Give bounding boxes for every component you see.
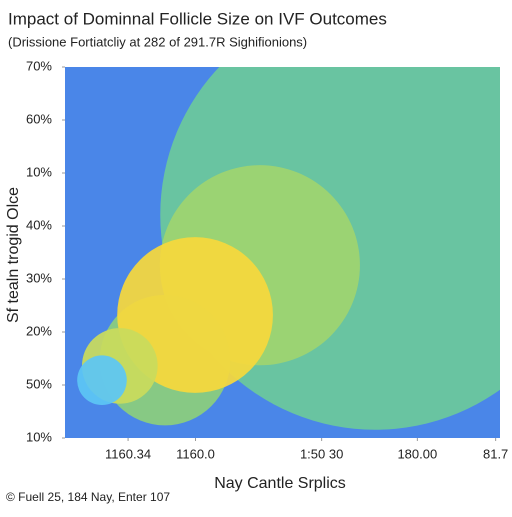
- bubble: [117, 237, 273, 393]
- x-axis-label: Nay Cantle Srplics: [214, 475, 346, 492]
- y-tick-label: 30%: [26, 270, 52, 285]
- bubbles: [77, 67, 500, 430]
- bubble: [77, 355, 127, 406]
- chart-subtitle: (Drissione Fortiatcliy at 282 of 291.7R …: [8, 34, 307, 49]
- x-tick-label: 1:50 30: [300, 446, 343, 461]
- y-tick-label: 10%: [26, 429, 52, 444]
- y-axis-label: Sf tealn trogid Olce: [5, 187, 22, 323]
- x-tick-label: 180.00: [397, 446, 437, 461]
- y-tick-label: 20%: [26, 323, 52, 338]
- y-tick-label: 10%: [26, 164, 52, 179]
- x-tick-label: 1160.0: [176, 446, 215, 461]
- y-tick-label: 70%: [26, 58, 52, 73]
- x-tick-label: 81.7: [483, 446, 508, 461]
- footer: © Fuell 25, 184 Nay, Enter 107: [6, 490, 170, 504]
- y-tick-label: 60%: [26, 111, 52, 126]
- y-tick-label: 50%: [26, 376, 52, 391]
- x-tick-label: 1160.34: [105, 446, 151, 461]
- y-tick-label: 40%: [26, 217, 52, 232]
- chart-title: Impact of Dominnal Follicle Size on IVF …: [8, 9, 387, 28]
